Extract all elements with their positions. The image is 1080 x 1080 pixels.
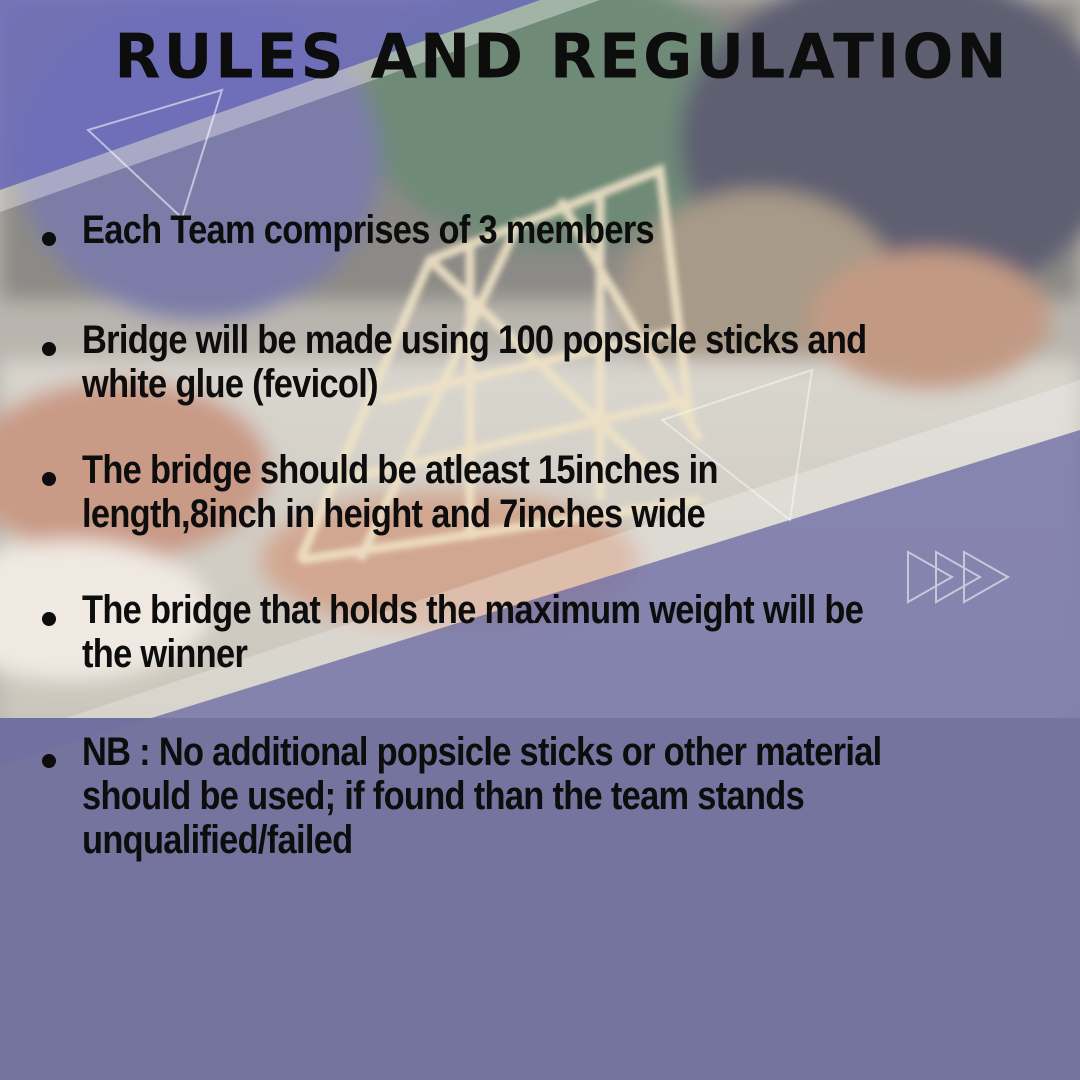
- bullet-icon: [42, 472, 56, 486]
- rule-text: Each Team comprises of 3 members: [82, 208, 655, 252]
- list-item: The bridge that holds the maximum weight…: [30, 588, 1050, 676]
- rule-text: Bridge will be made using 100 popsicle s…: [82, 318, 867, 406]
- list-item: Bridge will be made using 100 popsicle s…: [30, 318, 1050, 406]
- bullet-icon: [42, 232, 56, 246]
- rule-text: The bridge that holds the maximum weight…: [82, 588, 864, 676]
- page-title: RULES AND REGULATION: [114, 21, 1010, 93]
- bullet-icon: [42, 612, 56, 626]
- rule-text: NB : No additional popsicle sticks or ot…: [82, 730, 882, 862]
- list-item: NB : No additional popsicle sticks or ot…: [30, 730, 1050, 862]
- bullet-icon: [42, 342, 56, 356]
- rule-text: The bridge should be atleast 15inches in…: [82, 448, 718, 536]
- bullet-icon: [42, 754, 56, 768]
- list-item: Each Team comprises of 3 members: [30, 208, 1050, 252]
- list-item: The bridge should be atleast 15inches in…: [30, 448, 1050, 536]
